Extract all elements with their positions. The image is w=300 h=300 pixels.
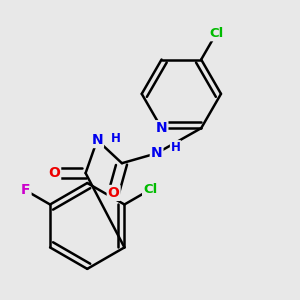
- Text: F: F: [21, 184, 31, 197]
- Text: H: H: [111, 132, 121, 145]
- Text: Cl: Cl: [209, 27, 223, 40]
- Text: Cl: Cl: [143, 183, 157, 196]
- Text: H: H: [170, 141, 180, 154]
- Text: O: O: [48, 166, 60, 180]
- Text: N: N: [91, 133, 103, 147]
- Text: N: N: [151, 146, 162, 160]
- Text: N: N: [156, 121, 167, 135]
- Text: O: O: [108, 186, 120, 200]
